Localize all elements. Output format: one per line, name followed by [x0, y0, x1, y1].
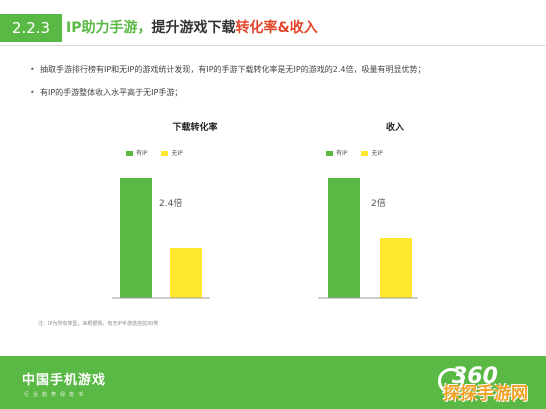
- legend-swatch: [326, 151, 333, 156]
- legend-label: 有IP: [136, 150, 148, 157]
- chart-plot: [112, 178, 210, 299]
- chart-title: 下载转化率: [172, 123, 218, 133]
- bar-no-ip: [380, 238, 412, 298]
- title-part-3: 转化率&收入: [235, 20, 318, 36]
- footnote: 注：IP为所有类型，来根据我，有无IP手游选自前30类: [38, 321, 159, 327]
- footer-subtitle: 行业趋势绿皮书: [24, 392, 88, 398]
- legend-label: 无IP: [171, 150, 183, 157]
- conversion-rate-chart: 下载转化率 有IP 无IP 2.4倍: [100, 120, 290, 310]
- header: 2.2.3 IP助力手游，提升游戏下载转化率&收入: [0, 14, 546, 42]
- bullet-dot-icon: •: [30, 88, 35, 97]
- title-part-1: IP助力手游，: [66, 20, 152, 36]
- bar-ip: [328, 178, 360, 298]
- legend-item-no-ip: 无IP: [361, 148, 383, 157]
- header-divider: [0, 45, 546, 46]
- chart-title: 收入: [385, 123, 404, 133]
- legend-swatch: [361, 151, 369, 156]
- chart-legend: 有IP 无IP: [126, 148, 195, 157]
- legend-swatch: [126, 151, 133, 156]
- legend-label: 无IP: [371, 150, 383, 157]
- ratio-annotation: 2倍: [371, 199, 386, 209]
- legend-item-ip: 有IP: [126, 148, 147, 157]
- title-part-2: 提升游戏下载: [151, 20, 236, 36]
- chart-plot: [318, 178, 418, 299]
- legend-swatch: [161, 151, 169, 156]
- legend-item-ip: 有IP: [326, 148, 347, 157]
- legend-item-no-ip: 无IP: [161, 148, 183, 157]
- slide-title: IP助力手游，提升游戏下载转化率&收入: [66, 14, 318, 42]
- logo-ring-icon: [438, 368, 464, 394]
- footer-banner: 中国手机游戏 行业趋势绿皮书 360: [0, 356, 546, 409]
- revenue-chart: 收入 有IP 无IP 2倍: [300, 120, 490, 310]
- bullet-list: • 抽取手游排行榜有IP和无IP的游戏统计发现，有IP的手游下载转化率是无IP的…: [30, 64, 530, 110]
- ratio-annotation: 2.4倍: [159, 199, 183, 209]
- bar-no-ip: [170, 248, 202, 298]
- bullet-dot-icon: •: [30, 65, 35, 74]
- bullet-item: • 抽取手游排行榜有IP和无IP的游戏统计发现，有IP的手游下载转化率是无IP的…: [30, 64, 530, 75]
- footer-title: 中国手机游戏: [22, 373, 107, 388]
- bullet-text: 有IP的手游整体收入水平高于无IP手游；: [40, 88, 183, 97]
- watermark: 探探手游网: [443, 384, 528, 404]
- chart-legend: 有IP 无IP: [326, 148, 395, 157]
- bar-ip: [120, 178, 152, 298]
- logo-360: 360: [452, 364, 498, 389]
- bullet-item: • 有IP的手游整体收入水平高于无IP手游；: [30, 87, 530, 98]
- bullet-text: 抽取手游排行榜有IP和无IP的游戏统计发现，有IP的手游下载转化率是无IP的游戏…: [40, 65, 426, 74]
- legend-label: 有IP: [336, 150, 348, 157]
- section-number: 2.2.3: [0, 14, 62, 42]
